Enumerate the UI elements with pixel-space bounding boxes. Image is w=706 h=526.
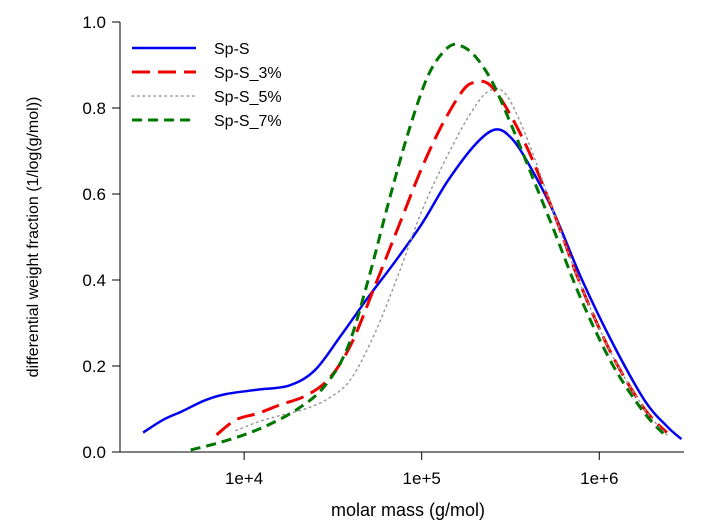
series-line-2 [215,79,668,436]
legend: Sp-S Sp-S_3% Sp-S_5% Sp-S_7% [131,41,282,130]
y-tick-label: 1.0 [82,13,106,32]
series-line-4 [190,42,668,452]
y-tick-label: 0.2 [82,357,106,376]
y-tick-label: 0.4 [82,271,106,290]
x-tick-label: 1e+4 [225,469,263,488]
series-layer [142,42,683,452]
legend-label-3: Sp-S_5% [214,89,282,106]
legend-label-4: Sp-S_7% [214,113,282,130]
y-tick-label: 0.0 [82,443,106,462]
legend-label-1: Sp-S [214,41,250,58]
series-line-3 [235,87,668,436]
y-tick-label: 0.8 [82,99,106,118]
x-axis-title: molar mass (g/mol) [331,500,485,520]
axes: 0.0 0.2 0.4 0.6 0.8 1.0 1e+4 1e+5 1e+6 [82,13,684,488]
y-axis-title: differential weight fraction (1/log(g/mo… [25,97,42,378]
x-tick-label: 1e+5 [403,469,441,488]
series-line-1 [142,128,683,441]
y-tick-label: 0.6 [82,185,106,204]
legend-label-2: Sp-S_3% [214,65,282,82]
x-tick-label: 1e+6 [580,469,618,488]
